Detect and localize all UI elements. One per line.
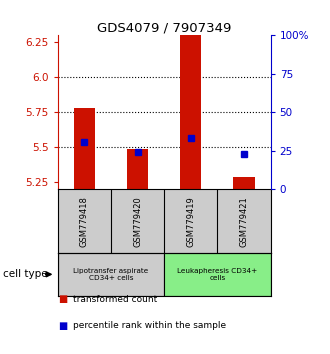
Text: GSM779421: GSM779421 xyxy=(240,196,248,247)
Text: ■: ■ xyxy=(58,294,67,304)
Text: Lipotransfer aspirate
CD34+ cells: Lipotransfer aspirate CD34+ cells xyxy=(73,268,148,281)
Bar xyxy=(164,253,271,296)
Text: percentile rank within the sample: percentile rank within the sample xyxy=(73,321,226,330)
Bar xyxy=(233,177,255,189)
Text: GSM779420: GSM779420 xyxy=(133,196,142,247)
Bar xyxy=(127,149,148,189)
Title: GDS4079 / 7907349: GDS4079 / 7907349 xyxy=(97,21,231,34)
Bar xyxy=(74,108,95,189)
Bar xyxy=(180,16,201,189)
Text: cell type: cell type xyxy=(3,269,48,279)
Text: Leukapheresis CD34+
cells: Leukapheresis CD34+ cells xyxy=(177,268,257,281)
Text: GSM779419: GSM779419 xyxy=(186,196,195,247)
Text: transformed count: transformed count xyxy=(73,295,157,304)
Text: ■: ■ xyxy=(58,321,67,331)
Bar xyxy=(58,253,164,296)
Text: GSM779418: GSM779418 xyxy=(80,196,89,247)
